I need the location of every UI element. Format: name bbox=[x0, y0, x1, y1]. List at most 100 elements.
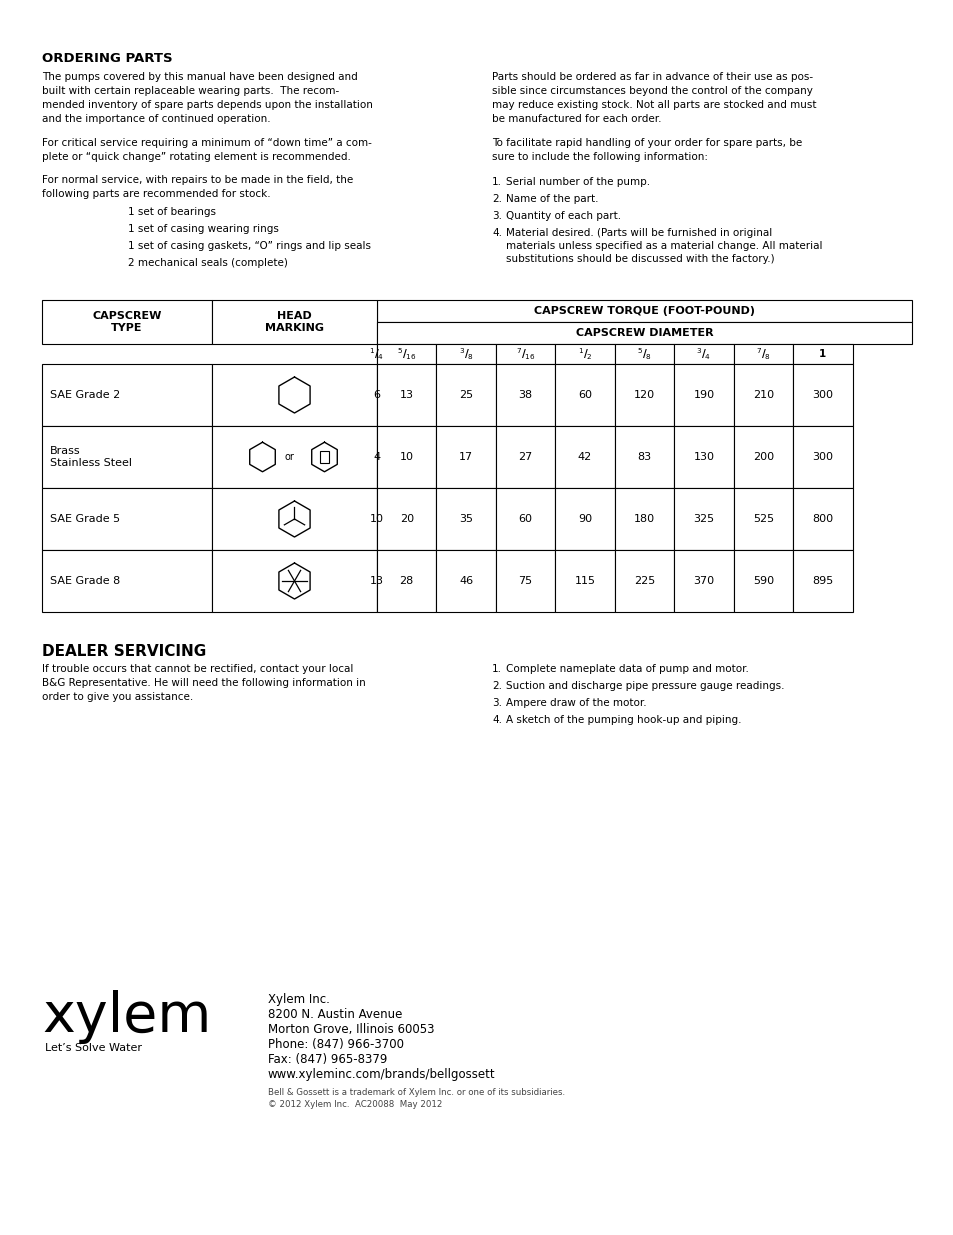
Bar bbox=[42, 550, 212, 613]
Text: 42: 42 bbox=[578, 452, 592, 462]
Text: 300: 300 bbox=[812, 390, 833, 400]
Bar bbox=[614, 364, 674, 426]
Text: Brass
Stainless Steel: Brass Stainless Steel bbox=[50, 446, 132, 468]
Text: CAPSCREW DIAMETER: CAPSCREW DIAMETER bbox=[575, 329, 713, 338]
Text: SAE Grade 8: SAE Grade 8 bbox=[50, 576, 120, 585]
Text: Complete nameplate data of pump and motor.: Complete nameplate data of pump and moto… bbox=[505, 664, 748, 674]
Bar bbox=[674, 550, 733, 613]
Bar bbox=[555, 345, 614, 364]
Text: 325: 325 bbox=[693, 514, 714, 524]
Text: Xylem Inc.: Xylem Inc. bbox=[268, 993, 330, 1007]
Text: 10: 10 bbox=[370, 514, 384, 524]
Text: 83: 83 bbox=[637, 452, 651, 462]
Bar bbox=[496, 345, 555, 364]
Text: 1.: 1. bbox=[492, 177, 501, 186]
Text: Serial number of the pump.: Serial number of the pump. bbox=[505, 177, 649, 186]
Text: $^{3}$/$_{4}$: $^{3}$/$_{4}$ bbox=[696, 346, 711, 362]
Text: 590: 590 bbox=[752, 576, 773, 585]
Bar bbox=[733, 345, 792, 364]
Text: 800: 800 bbox=[811, 514, 833, 524]
Bar bbox=[436, 364, 496, 426]
Bar bbox=[733, 426, 792, 488]
Text: 300: 300 bbox=[812, 452, 833, 462]
Bar bbox=[42, 300, 212, 345]
Bar bbox=[555, 426, 614, 488]
Text: 35: 35 bbox=[458, 514, 473, 524]
Text: ORDERING PARTS: ORDERING PARTS bbox=[42, 52, 172, 65]
Text: 2.: 2. bbox=[492, 194, 501, 204]
Text: Suction and discharge pipe pressure gauge readings.: Suction and discharge pipe pressure gaug… bbox=[505, 680, 783, 692]
Text: www.xyleminc.com/brands/bellgossett: www.xyleminc.com/brands/bellgossett bbox=[268, 1068, 496, 1081]
Bar bbox=[614, 488, 674, 550]
Text: The pumps covered by this manual have been designed and
built with certain repla: The pumps covered by this manual have be… bbox=[42, 72, 373, 124]
Text: Material desired. (Parts will be furnished in original
materials unless specifie: Material desired. (Parts will be furnish… bbox=[505, 228, 821, 264]
Bar bbox=[436, 345, 496, 364]
Text: 75: 75 bbox=[518, 576, 532, 585]
Text: SAE Grade 2: SAE Grade 2 bbox=[50, 390, 120, 400]
Text: CAPSCREW TORQUE (FOOT-POUND): CAPSCREW TORQUE (FOOT-POUND) bbox=[534, 306, 754, 316]
Bar bbox=[733, 364, 792, 426]
Text: 1 set of casing gaskets, “O” rings and lip seals: 1 set of casing gaskets, “O” rings and l… bbox=[128, 241, 371, 251]
Text: $^{5}$/$_{8}$: $^{5}$/$_{8}$ bbox=[637, 346, 651, 362]
Bar bbox=[376, 300, 911, 322]
Bar bbox=[376, 550, 436, 613]
Text: 1: 1 bbox=[819, 350, 825, 359]
Bar bbox=[792, 488, 852, 550]
Text: A sketch of the pumping hook-up and piping.: A sketch of the pumping hook-up and pipi… bbox=[505, 715, 740, 725]
Text: 13: 13 bbox=[399, 390, 414, 400]
Text: 3.: 3. bbox=[492, 698, 501, 708]
Text: 200: 200 bbox=[752, 452, 773, 462]
Bar bbox=[674, 364, 733, 426]
Text: Let’s Solve Water: Let’s Solve Water bbox=[45, 1044, 142, 1053]
Bar bbox=[555, 364, 614, 426]
Text: 10: 10 bbox=[399, 452, 414, 462]
Text: $^{7}$/$_{16}$: $^{7}$/$_{16}$ bbox=[516, 346, 535, 362]
Bar bbox=[212, 426, 376, 488]
Text: Name of the part.: Name of the part. bbox=[505, 194, 598, 204]
Text: Bell & Gossett is a trademark of Xylem Inc. or one of its subsidiaries.: Bell & Gossett is a trademark of Xylem I… bbox=[268, 1088, 564, 1097]
Bar bbox=[792, 364, 852, 426]
Bar bbox=[376, 322, 911, 345]
Text: CAPSCREW
TYPE: CAPSCREW TYPE bbox=[92, 311, 161, 332]
Text: Morton Grove, Illinois 60053: Morton Grove, Illinois 60053 bbox=[268, 1023, 434, 1036]
Text: 2.: 2. bbox=[492, 680, 501, 692]
Text: For normal service, with repairs to be made in the field, the
following parts ar: For normal service, with repairs to be m… bbox=[42, 175, 353, 199]
Text: Phone: (847) 966-3700: Phone: (847) 966-3700 bbox=[268, 1037, 403, 1051]
Text: 90: 90 bbox=[578, 514, 592, 524]
Text: 27: 27 bbox=[517, 452, 532, 462]
Text: 115: 115 bbox=[574, 576, 595, 585]
Text: DEALER SERVICING: DEALER SERVICING bbox=[42, 643, 206, 659]
Bar bbox=[674, 426, 733, 488]
Text: 25: 25 bbox=[458, 390, 473, 400]
Text: Fax: (847) 965-8379: Fax: (847) 965-8379 bbox=[268, 1053, 387, 1066]
Bar bbox=[319, 451, 329, 463]
Bar bbox=[614, 550, 674, 613]
Text: 525: 525 bbox=[752, 514, 773, 524]
Text: 4: 4 bbox=[373, 452, 380, 462]
Bar bbox=[376, 364, 436, 426]
Text: 8200 N. Austin Avenue: 8200 N. Austin Avenue bbox=[268, 1008, 402, 1021]
Text: or: or bbox=[284, 452, 294, 462]
Text: Ampere draw of the motor.: Ampere draw of the motor. bbox=[505, 698, 646, 708]
Text: $^{1}$/$_{4}$: $^{1}$/$_{4}$ bbox=[369, 346, 384, 362]
Text: 60: 60 bbox=[578, 390, 592, 400]
Text: 3.: 3. bbox=[492, 211, 501, 221]
Text: 120: 120 bbox=[634, 390, 655, 400]
Bar bbox=[436, 550, 496, 613]
Bar bbox=[733, 550, 792, 613]
Text: 1 set of casing wearing rings: 1 set of casing wearing rings bbox=[128, 224, 278, 233]
Bar bbox=[792, 426, 852, 488]
Bar bbox=[555, 488, 614, 550]
Text: $^{7}$/$_{8}$: $^{7}$/$_{8}$ bbox=[755, 346, 770, 362]
Text: 4.: 4. bbox=[492, 228, 501, 238]
Text: 190: 190 bbox=[693, 390, 714, 400]
Bar bbox=[212, 300, 376, 345]
Bar bbox=[212, 488, 376, 550]
Bar bbox=[436, 488, 496, 550]
Bar bbox=[792, 550, 852, 613]
Bar bbox=[496, 488, 555, 550]
Text: 46: 46 bbox=[458, 576, 473, 585]
Text: 180: 180 bbox=[634, 514, 655, 524]
Text: 1.: 1. bbox=[492, 664, 501, 674]
Bar bbox=[733, 488, 792, 550]
